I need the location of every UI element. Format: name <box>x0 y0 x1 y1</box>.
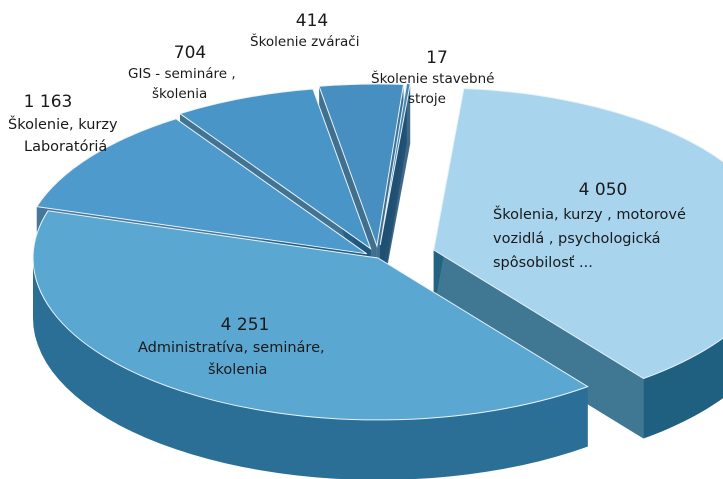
slice-value-label: 4 251 <box>221 315 270 335</box>
slice-value-label: 4 050 <box>579 180 628 200</box>
slice-category-label: Školenie zvárači <box>250 32 359 50</box>
slice-value-label: 1 163 <box>24 92 73 112</box>
slice-category-label: Laboratóriá <box>24 139 107 155</box>
slice-category-label: spôsobilosť ... <box>493 255 593 271</box>
pie-slice-1 <box>32 210 589 421</box>
slice-value-label: 704 <box>174 43 206 63</box>
slice-category-label: Školenie, kurzy <box>8 115 118 133</box>
slice-value-label: 17 <box>426 48 448 68</box>
pie-slice-3 <box>178 88 372 251</box>
slice-value-label: 414 <box>296 11 328 31</box>
pie-slice-5 <box>379 82 411 246</box>
slice-category-label: GIS - semináre , <box>128 66 236 82</box>
slice-label-3: 704 GIS - semináre , školenia <box>128 43 236 102</box>
slice-category-label: Školenie stavebné <box>371 69 494 87</box>
slice-category-label: Administratíva, semináre, <box>138 340 325 356</box>
slice-category-label: školenia <box>208 362 267 378</box>
slice-label-0: 4 050 Školenia, kurzy , motorové vozidlá ,… <box>493 180 686 271</box>
slice-category-label: Školenia, kurzy , motorové <box>493 205 686 223</box>
slice-category-label: školenia <box>152 86 207 102</box>
pie-slice-2 <box>35 118 368 255</box>
slice-category-label: stroje <box>408 91 446 107</box>
pie-slice-4 <box>318 83 405 248</box>
slice-label-1: 4 251 Administratíva, semináre, školenia <box>138 315 325 378</box>
slice-category-label: vozidlá , psychologická <box>493 231 661 247</box>
slice-label-2: 1 163 Školenie, kurzy Laboratóriá <box>8 92 118 155</box>
